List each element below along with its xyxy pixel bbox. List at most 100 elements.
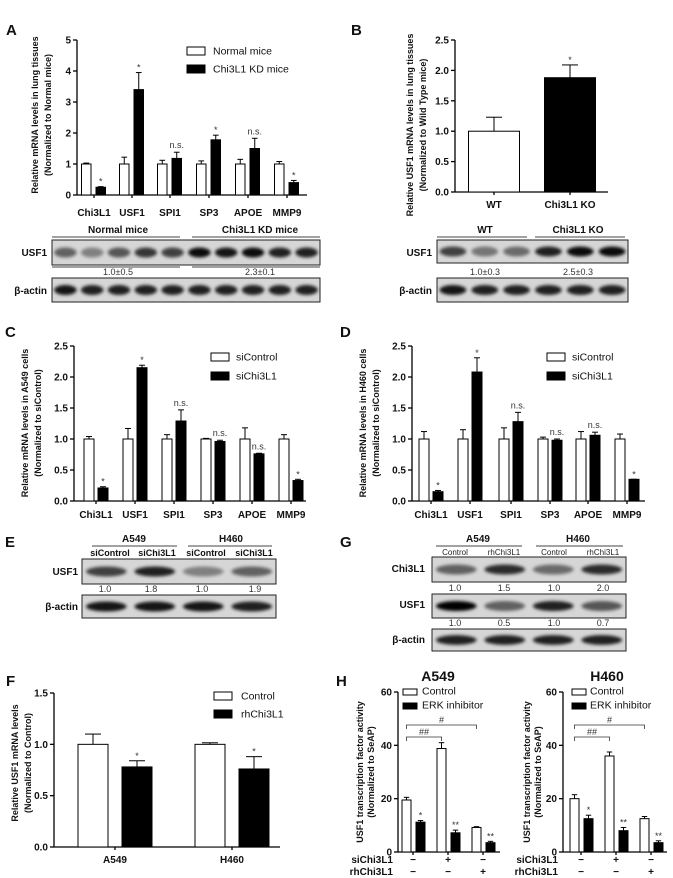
significance-label: n.s. — [511, 400, 526, 410]
bar — [471, 826, 482, 853]
blot-band — [532, 564, 574, 575]
significance-label: * — [135, 751, 139, 761]
blot-band — [581, 635, 623, 645]
category-label: SPI1 — [159, 208, 181, 219]
significance-label: * — [137, 63, 141, 73]
chart-1: 0.0 0.5 1.0 1.5 2.0 2.5 WT Chi3L1 KO Relative US… — [405, 34, 608, 216]
blot-band — [484, 635, 526, 645]
quantification: 0.7 — [597, 618, 610, 628]
bar — [249, 148, 260, 196]
category-label: Chi3L1 — [414, 510, 448, 521]
condition-sign: − — [480, 855, 486, 866]
blot-band — [80, 247, 104, 258]
blot-band — [566, 285, 594, 295]
bar — [471, 371, 483, 502]
panel-label-e: E — [5, 534, 15, 551]
y-tick-label: 1 — [65, 160, 71, 171]
bar — [485, 842, 496, 853]
bar — [77, 743, 109, 848]
comparison-bracket — [406, 724, 477, 729]
legend-label: siControl — [236, 352, 277, 364]
bar — [119, 163, 130, 196]
y-tick-label: 2.0 — [54, 373, 68, 384]
actin-blot — [436, 277, 629, 303]
lane-label: siChi3L1 — [235, 548, 273, 558]
bar — [498, 438, 510, 502]
significance-label: n.s. — [174, 398, 189, 408]
bar — [235, 163, 246, 196]
bar — [136, 367, 148, 502]
panel-label-a: A — [6, 22, 17, 39]
legend-label: Normal mice — [213, 46, 272, 58]
blot-band — [214, 247, 238, 258]
legend-swatch — [210, 371, 230, 381]
lane-label: rhChi3L1 — [488, 548, 521, 557]
bar — [171, 157, 182, 196]
comparison-bracket — [574, 736, 610, 741]
condition-label: siChi3L1 — [351, 855, 393, 866]
blot-band — [231, 601, 273, 612]
significance-label: n.s. — [550, 427, 565, 437]
chart-4: 0.0 0.5 1.0 1.5 A549 H460 Relative USF1 mRNA l… — [10, 689, 284, 867]
actin-blot — [81, 594, 277, 619]
actin-blot — [431, 628, 627, 652]
bar — [512, 421, 524, 502]
bar — [95, 186, 106, 196]
row-label: USF1 — [406, 248, 432, 259]
bar — [468, 130, 520, 193]
blot-band — [581, 601, 623, 611]
row-label: USF1 — [52, 567, 78, 578]
y-axis-label: (Normalized to Wild Type mice) — [418, 59, 428, 192]
legend-swatch — [186, 46, 206, 56]
blot-band — [54, 285, 77, 295]
blot-a: Normal mice Chi3L1 KD mice USF1 1.0±0.5 2.3±… — [14, 225, 321, 303]
significance-label: * — [419, 811, 423, 821]
chart-title: H460 — [590, 668, 624, 684]
category-label: USF1 — [122, 510, 148, 521]
lane-label: rhChi3L1 — [587, 548, 620, 557]
blot-band — [161, 285, 184, 295]
condition-label: rhChi3L1 — [350, 867, 394, 878]
significance-label: * — [214, 125, 218, 135]
significance-label: * — [475, 348, 479, 358]
y-tick-label: 1.0 — [392, 435, 406, 446]
y-axis-label: Relative mRNA levels in lung tissues — [30, 36, 40, 193]
category-label: Chi3L1 — [79, 510, 113, 521]
condition-sign: − — [445, 867, 451, 878]
y-axis-label: (Normalized to SeAP) — [533, 726, 543, 818]
category-label: APOE — [574, 510, 603, 521]
condition-sign: − — [648, 855, 654, 866]
blot-band — [85, 566, 127, 577]
blot-band — [471, 246, 499, 257]
blot-band — [503, 246, 530, 257]
blot-band — [214, 285, 238, 295]
category-label: H460 — [220, 855, 244, 866]
bar — [97, 487, 109, 502]
legend-label: siChi3L1 — [572, 371, 613, 383]
significance-label: * — [587, 805, 591, 815]
significance-label: * — [99, 177, 103, 187]
blot-band — [161, 247, 184, 258]
y-tick-label: 60 — [546, 688, 558, 699]
bar — [604, 755, 615, 853]
legend-label: Control — [422, 686, 456, 698]
y-tick-label: 0 — [65, 191, 71, 202]
category-label: SPI1 — [163, 510, 185, 521]
bar — [639, 818, 650, 853]
category-label: MMP9 — [277, 510, 306, 521]
legend-swatch — [546, 352, 566, 362]
legend-label: siControl — [572, 352, 613, 364]
blot-band — [85, 601, 127, 612]
y-tick-label: 0.5 — [54, 466, 68, 477]
bar — [121, 766, 153, 848]
panel-label-c: C — [5, 324, 16, 341]
quantification: 1.5 — [498, 583, 511, 593]
blot-band — [598, 246, 626, 257]
significance-label: n.s. — [169, 140, 184, 150]
bar — [274, 163, 285, 196]
bar — [436, 748, 447, 853]
category-label: Chi3L1 — [77, 208, 111, 219]
y-tick-label: 2.0 — [392, 373, 406, 384]
legend-swatch — [571, 702, 587, 710]
significance-label: n.s. — [247, 126, 262, 136]
